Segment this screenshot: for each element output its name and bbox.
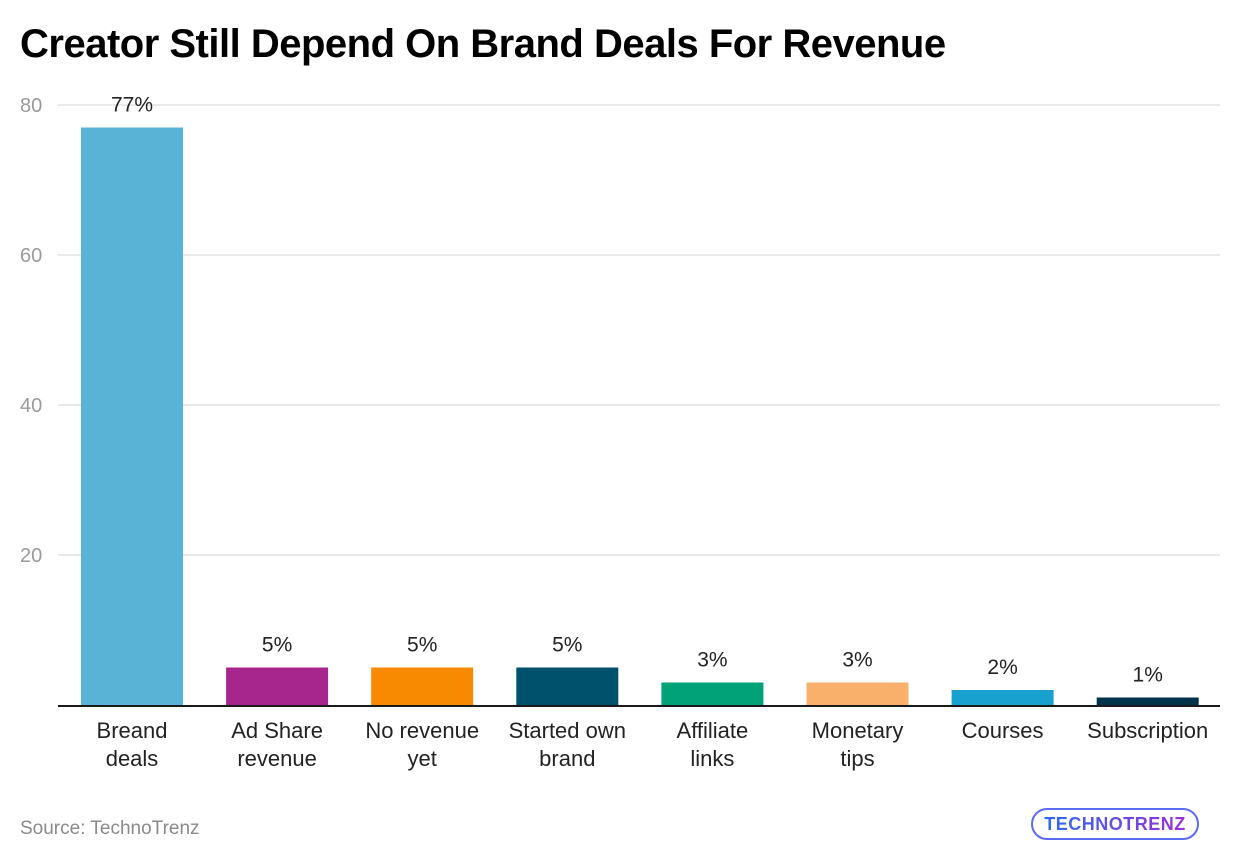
x-tick-label: brand [539, 746, 595, 771]
bar[interactable] [371, 667, 474, 706]
x-tick-label: Affiliate [677, 718, 749, 743]
bar[interactable] [226, 667, 329, 706]
gridlines [58, 104, 1220, 556]
x-tick-label: tips [840, 746, 874, 771]
data-label: 5% [407, 634, 437, 657]
y-tick-label: 20 [20, 545, 42, 567]
x-tick-label: deals [106, 746, 159, 771]
bar[interactable] [1096, 697, 1199, 706]
y-tick-label: 80 [20, 95, 42, 117]
x-tick-label: Started own [509, 718, 626, 743]
x-tick-label: Monetary [812, 718, 904, 743]
technotrenz-logo[interactable]: TECHNOTRENZ [1031, 808, 1199, 840]
data-label: 3% [697, 649, 727, 672]
data-label: 3% [842, 649, 872, 672]
data-label: 5% [552, 634, 582, 657]
chart-title: Creator Still Depend On Brand Deals For … [20, 22, 946, 66]
data-label: 77% [111, 94, 153, 117]
x-tick-label: Ad Share [231, 718, 323, 743]
x-tick-label: links [690, 746, 734, 771]
source-note: Source: TechnoTrenz [20, 818, 200, 839]
bar[interactable] [81, 127, 183, 706]
bar[interactable] [951, 690, 1054, 705]
x-tick-label: No revenue [365, 718, 479, 743]
x-tick-label: yet [408, 746, 437, 771]
x-tick-label: Subscription [1087, 718, 1208, 743]
x-tick-label: revenue [237, 746, 317, 771]
bar[interactable] [661, 682, 764, 706]
y-tick-label: 40 [20, 395, 42, 417]
y-axis-ticks: 20 40 60 80 [20, 95, 42, 567]
logo-text: TECHNOTRENZ [1044, 813, 1186, 834]
bars [81, 127, 1199, 706]
x-tick-label: Courses [962, 718, 1044, 743]
x-tick-label: Breand [97, 718, 168, 743]
data-label: 2% [987, 656, 1017, 679]
x-axis-labels: Breand deals Ad Share revenue No revenue yet S… [97, 718, 1209, 771]
data-labels: 77% 5% 5% 5% 3% 3% 2% 1% [111, 94, 1163, 687]
data-label: 5% [262, 634, 292, 657]
y-tick-label: 60 [20, 245, 42, 267]
data-label: 1% [1133, 664, 1163, 687]
bar[interactable] [516, 667, 619, 706]
bar[interactable] [806, 682, 909, 706]
